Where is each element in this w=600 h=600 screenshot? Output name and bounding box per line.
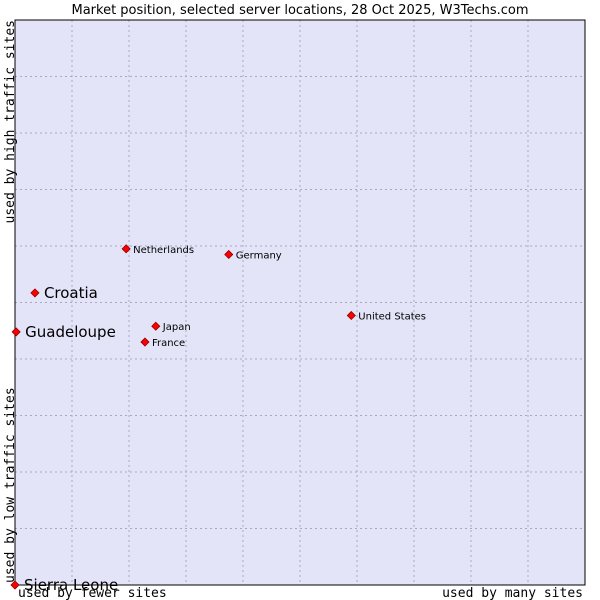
y-axis-label-low: used by low traffic sites (3, 387, 18, 583)
chart-title: Market position, selected server locatio… (71, 3, 528, 18)
point-label: Sierra Leone (24, 576, 118, 594)
y-axis-label-high: used by high traffic sites (3, 20, 18, 224)
point-marker (346, 310, 356, 321)
point-marker (121, 244, 131, 254)
data-point-croatia: Croatia (30, 284, 98, 302)
point-marker (11, 327, 21, 337)
x-axis-label-high: used by many sites (442, 586, 583, 600)
data-point-united-states: United States (346, 310, 426, 322)
point-label: United States (358, 311, 426, 322)
data-point-sierra-leone: Sierra Leone (10, 576, 118, 594)
x-axis-label-low: used by fewer sites (18, 586, 167, 600)
data-points: Netherlands Germany Croatia United States Gu… (10, 244, 426, 594)
point-marker (10, 580, 20, 590)
point-label: Croatia (44, 284, 98, 302)
point-label: Japan (162, 322, 191, 333)
point-marker (30, 288, 40, 298)
point-label: Guadeloupe (25, 323, 116, 341)
data-point-guadeloupe: Guadeloupe (11, 323, 116, 341)
point-label: Netherlands (133, 245, 194, 256)
data-point-japan: Japan (151, 321, 191, 333)
data-point-germany: Germany (224, 249, 282, 261)
point-marker (224, 249, 234, 260)
point-marker (140, 337, 150, 347)
point-label: Germany (236, 250, 282, 261)
data-point-netherlands: Netherlands (121, 244, 194, 256)
plot-area (14, 19, 586, 586)
plot-frame (14, 19, 586, 586)
point-marker (151, 321, 161, 331)
data-point-france: France (140, 337, 185, 349)
point-label: France (152, 338, 185, 349)
